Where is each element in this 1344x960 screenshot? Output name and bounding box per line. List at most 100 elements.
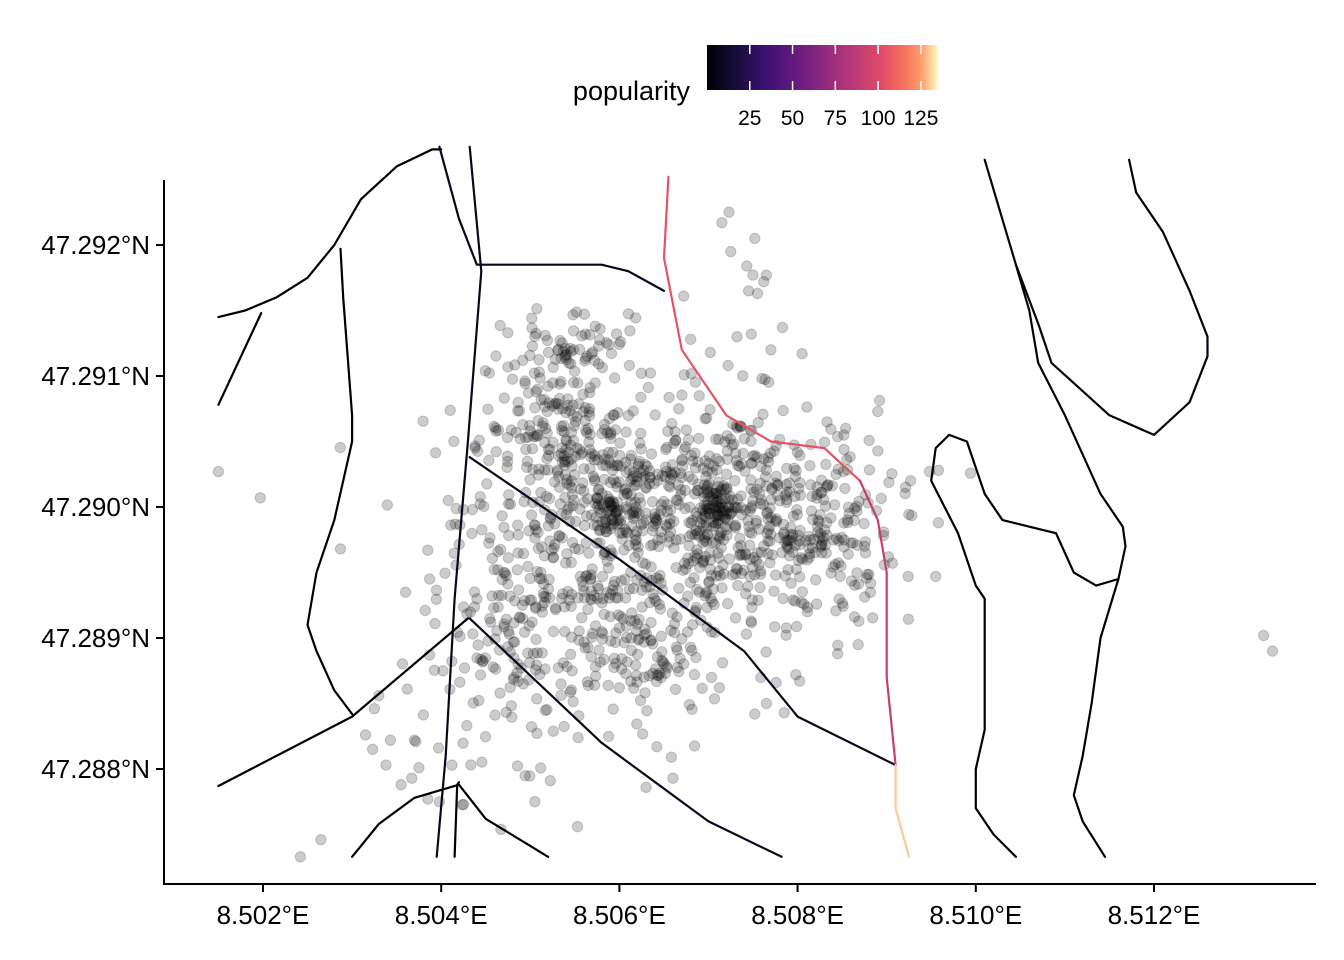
map-point (476, 756, 488, 768)
map-point (714, 532, 726, 544)
map-point (674, 533, 687, 545)
map-point (633, 633, 645, 645)
map-point (597, 449, 609, 461)
map-point (781, 541, 793, 553)
map-point (840, 422, 852, 434)
map-point (785, 577, 797, 589)
map-point (534, 668, 546, 681)
map-point (564, 404, 576, 417)
map-point (722, 359, 734, 372)
map-point (721, 453, 733, 465)
map-point (625, 489, 637, 501)
map-point (500, 570, 512, 582)
map-point (594, 656, 606, 668)
map-point (853, 495, 865, 508)
map-point (620, 668, 632, 680)
map-point (762, 535, 774, 547)
map-point (560, 557, 572, 569)
map-point (558, 454, 571, 466)
map-point (584, 462, 596, 475)
map-point (535, 486, 547, 499)
map-point (509, 359, 521, 371)
map-point (598, 423, 611, 436)
map-point (608, 459, 620, 472)
map-point (676, 453, 688, 466)
map-point (708, 502, 720, 514)
map-point (746, 601, 758, 614)
map-point (615, 460, 627, 472)
map-point (783, 542, 795, 555)
map-point (650, 663, 662, 675)
map-point (529, 796, 541, 808)
map-point (628, 479, 641, 491)
map-point (567, 325, 580, 337)
map-point (645, 634, 657, 646)
map-point (735, 490, 747, 502)
map-point (560, 348, 573, 361)
map-point (529, 330, 541, 343)
x-tick-label: 8.510°E (929, 900, 1022, 930)
map-point (691, 484, 703, 497)
map-point (498, 621, 510, 633)
map-point (809, 546, 821, 559)
map-point (571, 442, 583, 454)
map-point (720, 508, 733, 520)
map-point (709, 520, 722, 532)
map-point (583, 547, 595, 559)
map-point (631, 574, 643, 586)
map-point (634, 467, 646, 479)
map-point (751, 287, 764, 300)
map-point (830, 605, 842, 617)
map-point (519, 432, 532, 444)
map-point (651, 514, 663, 526)
road-line (468, 617, 783, 858)
map-point (671, 661, 684, 674)
map-point (614, 449, 626, 462)
map-point (708, 598, 720, 611)
map-point (788, 462, 800, 474)
map-point (747, 450, 759, 462)
map-point (599, 522, 611, 535)
map-point (836, 531, 848, 544)
map-point (588, 519, 601, 531)
map-point (731, 502, 743, 514)
map-point (502, 552, 514, 564)
map-point (624, 325, 636, 337)
map-point (721, 529, 733, 542)
map-point (586, 631, 598, 643)
map-point (623, 359, 636, 372)
map-point (555, 448, 567, 460)
map-point (525, 509, 538, 521)
map-point (640, 514, 652, 526)
map-point (478, 500, 490, 513)
map-point (535, 762, 547, 774)
map-point (591, 493, 604, 505)
map-point (620, 501, 632, 513)
map-point (607, 446, 619, 458)
map-point (484, 612, 496, 625)
map-point (656, 470, 668, 482)
map-point (697, 555, 709, 567)
map-point (582, 641, 594, 654)
map-point (609, 636, 622, 649)
map-point (549, 538, 561, 551)
map-point (754, 477, 766, 489)
map-point (732, 459, 744, 471)
map-point (795, 596, 808, 609)
map-point (547, 551, 560, 563)
map-point (518, 495, 530, 508)
map-point (723, 500, 735, 513)
map-point (619, 483, 632, 495)
map-point (760, 480, 772, 492)
map-point (756, 372, 768, 385)
map-point (662, 425, 674, 437)
map-point (713, 682, 726, 694)
map-point (753, 558, 765, 571)
map-point (638, 629, 651, 641)
map-point (516, 599, 528, 611)
map-point (822, 479, 834, 491)
map-point (541, 452, 553, 465)
map-point (442, 494, 454, 507)
map-point (585, 348, 598, 360)
map-point (629, 615, 641, 627)
